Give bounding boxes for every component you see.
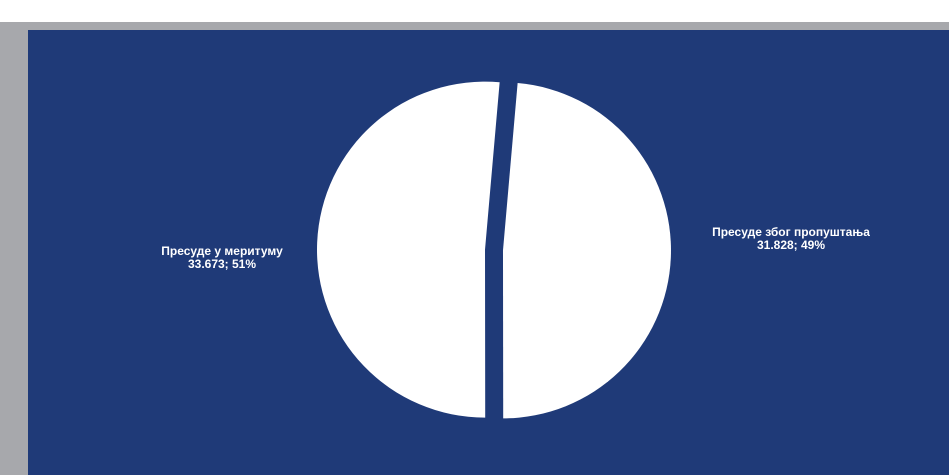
top-strip [0, 0, 949, 22]
slice-label-value: 33.673; 51% [188, 257, 256, 271]
pie-slice-1 [502, 83, 671, 419]
pie-slice-2 [317, 81, 500, 418]
slice-label-value: 31.828; 49% [757, 238, 825, 252]
slice-label-name: Пресуде у меритуму [161, 244, 283, 258]
pie-slices [317, 81, 671, 419]
slice-label-name: Пресуде због пропуштања [712, 225, 870, 239]
